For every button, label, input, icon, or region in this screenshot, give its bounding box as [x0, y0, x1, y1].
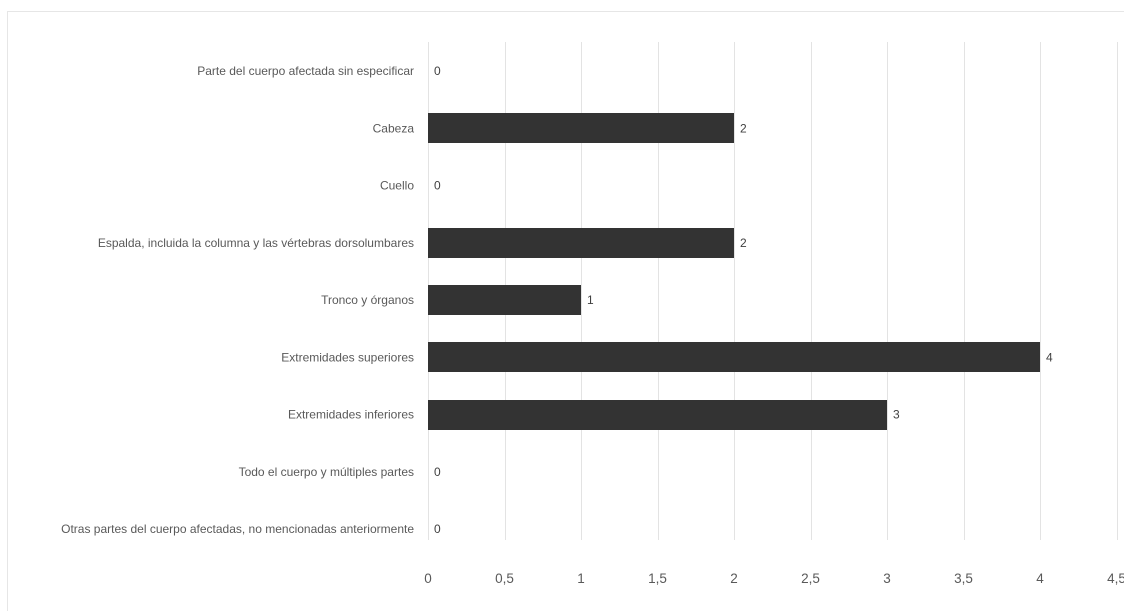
value-label: 0 — [434, 179, 441, 193]
value-label: 3 — [893, 408, 900, 422]
x-tick-label: 2 — [730, 571, 738, 586]
value-label: 1 — [587, 293, 594, 307]
category-label: Espalda, incluida la columna y las vérte… — [98, 236, 414, 250]
category-label: Cuello — [380, 179, 414, 193]
bar — [428, 228, 734, 258]
x-tick-label: 0 — [424, 571, 432, 586]
bar — [428, 113, 734, 143]
x-tick-label: 2,5 — [801, 571, 820, 586]
x-tick-label: 1 — [577, 571, 585, 586]
bars — [428, 113, 1040, 430]
value-label: 2 — [740, 121, 747, 135]
category-label: Parte del cuerpo afectada sin especifica… — [197, 64, 414, 78]
x-tick-label: 1,5 — [648, 571, 667, 586]
category-label: Todo el cuerpo y múltiples partes — [239, 465, 414, 479]
chart-frame — [7, 11, 1124, 611]
value-label: 0 — [434, 465, 441, 479]
value-label: 4 — [1046, 350, 1053, 364]
category-labels: Parte del cuerpo afectada sin especifica… — [61, 64, 414, 536]
category-label: Tronco y órganos — [321, 293, 414, 307]
x-tick-label: 3,5 — [954, 571, 973, 586]
x-tick-label: 4,5 — [1107, 571, 1124, 586]
x-axis-tick-labels: 0 0,5 1 1,5 2 2,5 3 3,5 4 4,5 — [424, 571, 1124, 586]
x-tick-label: 3 — [883, 571, 891, 586]
bar — [428, 285, 581, 315]
value-label: 0 — [434, 64, 441, 78]
bar — [428, 342, 1040, 372]
bar — [428, 400, 887, 430]
category-label: Otras partes del cuerpo afectadas, no me… — [61, 522, 414, 536]
category-label: Extremidades inferiores — [288, 408, 414, 422]
x-tick-label: 4 — [1036, 571, 1044, 586]
value-label: 2 — [740, 236, 747, 250]
value-label: 0 — [434, 522, 441, 536]
category-label: Cabeza — [373, 121, 415, 135]
value-labels: 0 2 0 2 1 4 3 0 0 — [434, 64, 1053, 536]
category-label: Extremidades superiores — [281, 350, 414, 364]
x-tick-label: 0,5 — [495, 571, 514, 586]
